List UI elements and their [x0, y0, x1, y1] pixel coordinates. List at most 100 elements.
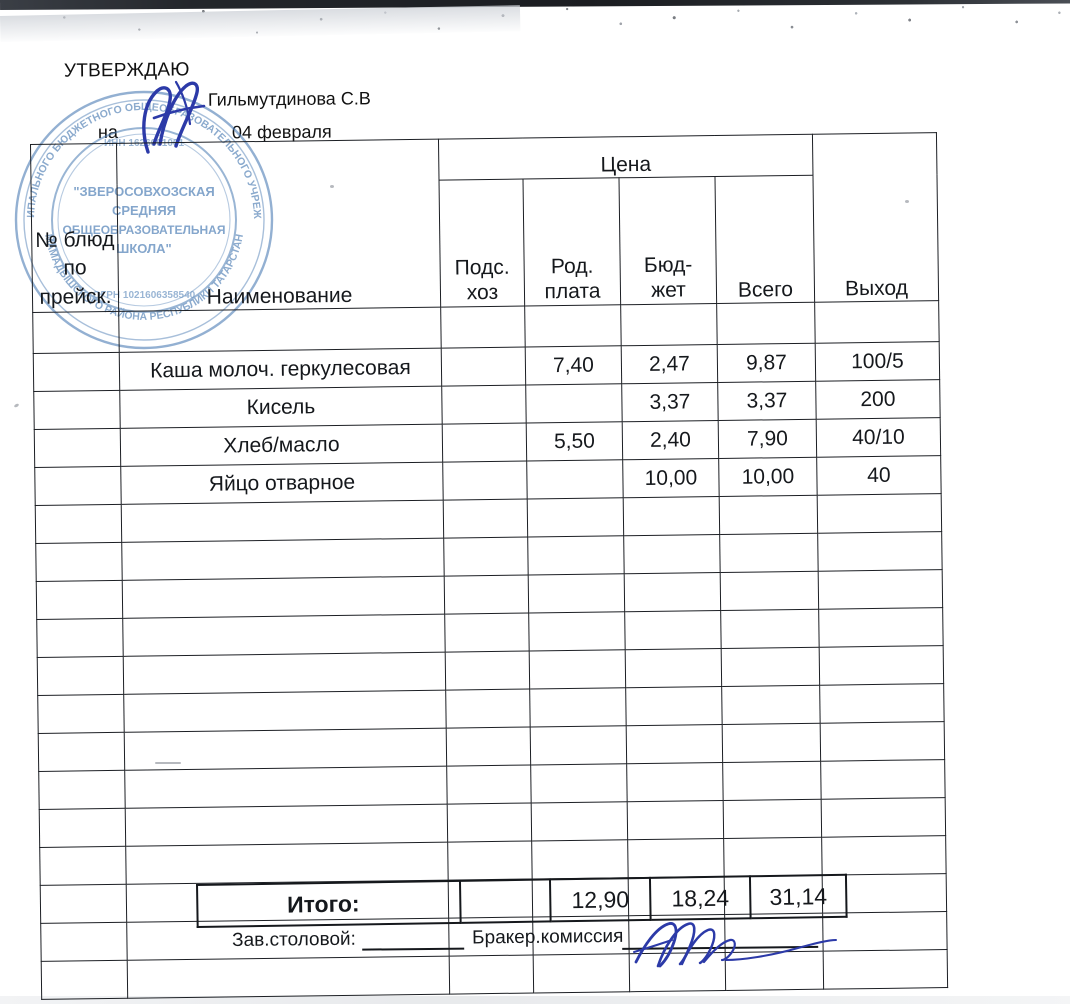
cell-podshoz	[442, 423, 527, 463]
table-cell-empty	[817, 493, 942, 534]
table-cell-empty	[36, 580, 123, 620]
table-cell-empty	[36, 618, 124, 658]
table-cell-empty	[125, 842, 449, 885]
cell-podshoz	[442, 461, 528, 501]
table-cell-empty	[447, 840, 533, 881]
table-cell-empty	[446, 727, 531, 767]
table-cell-empty	[820, 759, 946, 800]
table-cell-empty	[625, 648, 722, 688]
table-cell-empty	[720, 609, 820, 649]
table-cell-empty	[531, 839, 629, 879]
table-cell-empty	[440, 306, 526, 349]
table-cell-empty	[38, 732, 125, 772]
table-cell-empty	[620, 303, 718, 346]
table-cell-empty	[528, 573, 625, 614]
table-cell-empty	[719, 495, 818, 535]
header-dish-number-line1: № блюд	[34, 227, 115, 252]
table-cell-empty	[626, 724, 723, 764]
table-cell-empty	[123, 690, 447, 733]
table-cell-empty	[721, 647, 820, 687]
header-vsego: Всего	[714, 175, 815, 304]
header-podshoz-line1: Подс.	[454, 256, 510, 280]
cell-vyhod: 200	[815, 379, 941, 420]
table-cell-empty	[35, 542, 123, 582]
table-cell-empty	[123, 652, 446, 695]
table-cell-empty	[623, 496, 720, 536]
table-cell-empty	[444, 613, 530, 653]
table-cell-empty	[820, 721, 945, 762]
table-cell-empty	[122, 576, 445, 619]
header-price-group: Цена	[438, 134, 813, 181]
cell-vsego: 10,00	[718, 457, 818, 497]
table-cell-empty	[529, 649, 626, 690]
cell-vsego: 9,87	[717, 343, 816, 383]
totals-budget: 18,24	[649, 876, 751, 920]
table-cell-empty	[722, 723, 821, 763]
table-cell-empty	[529, 687, 627, 728]
table-cell-empty	[39, 808, 126, 848]
totals-label: Итого:	[197, 880, 461, 927]
commission-signature-line	[622, 945, 819, 950]
header-rodplata-line2: плата	[544, 279, 601, 304]
header-budget-line1: Бюд-	[643, 253, 693, 278]
scan-speck	[905, 200, 909, 203]
menu-table-container: № блюд по прейск. Наименование Цена Выхо…	[30, 132, 948, 1000]
totals-row: Итого: 12,90 18,24 31,14	[197, 874, 847, 927]
table-cell-empty	[125, 804, 448, 847]
table-cell-empty	[716, 302, 816, 345]
table-cell-empty	[35, 504, 122, 544]
cell-name: Яйцо отварное	[120, 462, 444, 505]
header-dish-number: № блюд по прейск.	[30, 143, 119, 313]
table-cell-empty	[528, 611, 626, 652]
header-dish-number-line2: по	[63, 256, 87, 280]
table-cell-empty	[818, 607, 944, 648]
table-cell-empty	[530, 763, 628, 803]
table-cell-empty	[445, 651, 530, 691]
cell-num	[33, 390, 121, 430]
cell-rodplata: 7,40	[525, 345, 622, 386]
canteen-head-signature-line	[362, 947, 465, 951]
table-cell-empty	[524, 304, 622, 348]
table-cell-empty	[627, 800, 724, 840]
cell-num	[34, 428, 121, 468]
cell-name: Каша молоч. геркулесовая	[119, 348, 442, 391]
cell-num	[33, 352, 120, 392]
table-cell-empty	[814, 300, 940, 344]
table-cell-empty	[38, 770, 126, 810]
table-cell-empty	[37, 656, 124, 696]
header-dish-number-line3: прейск.	[39, 284, 112, 309]
cell-rodplata	[526, 459, 624, 500]
table-cell-empty	[821, 835, 947, 876]
table-cell-empty	[124, 728, 447, 771]
table-cell-empty	[124, 766, 448, 809]
table-cell-empty	[624, 572, 721, 612]
canteen-head-label: Зав.столовой:	[232, 928, 356, 951]
table-cell-empty	[722, 761, 822, 801]
table-cell-empty	[817, 531, 943, 572]
table-cell-empty	[121, 538, 445, 581]
table-cell-empty	[37, 694, 125, 734]
cell-vyhod: 40/10	[816, 417, 941, 458]
cell-podshoz	[441, 347, 526, 387]
table-cell-empty	[819, 645, 944, 686]
table-cell-empty	[531, 801, 628, 841]
table-cell-empty	[721, 685, 821, 725]
table-cell-empty	[723, 799, 822, 839]
director-name: Гильмутдинова С.В	[207, 88, 371, 110]
cell-vyhod: 40	[816, 455, 942, 496]
header-podshoz-line2: хоз	[466, 281, 499, 305]
table-cell-empty	[821, 797, 946, 838]
table-cell-empty	[40, 922, 128, 962]
cell-vsego: 3,37	[717, 381, 817, 421]
table-cell-empty	[819, 683, 945, 724]
totals-rodplata: 12,90	[549, 877, 651, 922]
table-cell-empty	[444, 575, 529, 615]
cell-rodplata: 5,50	[526, 421, 623, 462]
cell-rodplata	[525, 383, 623, 424]
cell-budget: 3,37	[621, 382, 719, 422]
table-cell-empty	[445, 689, 531, 729]
header-name: Наименование	[116, 139, 441, 312]
scan-speck	[155, 762, 181, 764]
table-cell-empty	[723, 837, 823, 877]
